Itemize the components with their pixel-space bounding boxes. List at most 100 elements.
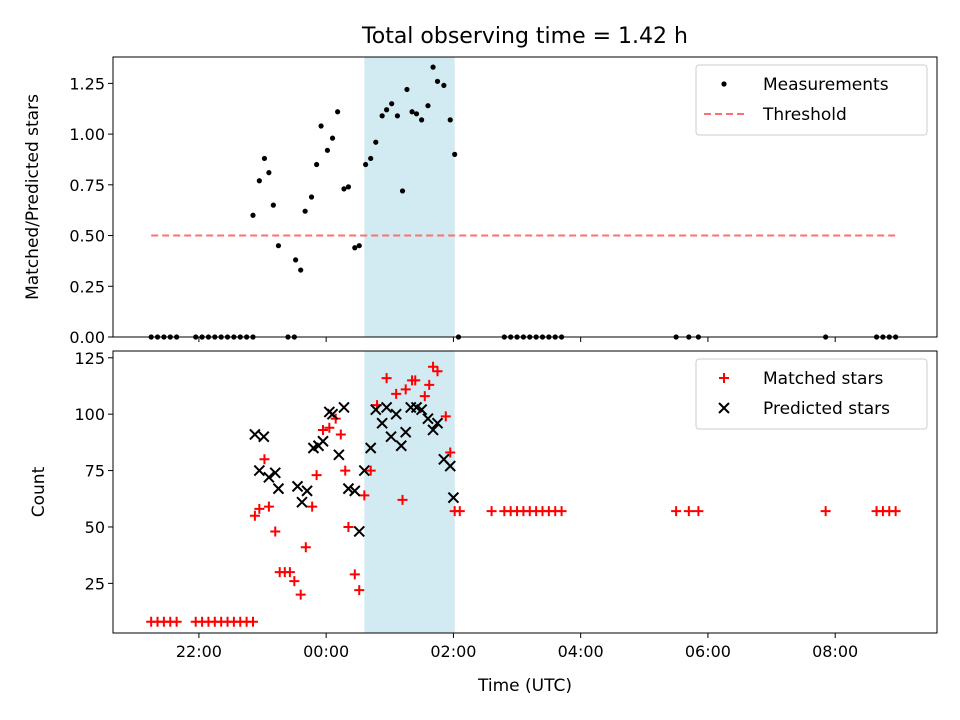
matched-point — [381, 373, 392, 384]
measurement-point — [430, 64, 436, 70]
measurement-point — [419, 117, 425, 123]
matched-point — [254, 503, 265, 514]
y-tick-label: 50 — [85, 518, 105, 537]
predicted-point — [353, 525, 365, 538]
measurement-point — [261, 155, 268, 162]
y-tick-label: 1.25 — [69, 74, 105, 93]
ratio-y-axis: 0.00 0.25 0.50 0.75 1.00 1.25 — [69, 74, 113, 347]
legend-box — [695, 358, 928, 430]
y-tick-label: 0.50 — [69, 227, 105, 246]
measurement-point — [356, 243, 362, 249]
matched-point — [317, 424, 328, 435]
matched-point — [343, 521, 354, 532]
predicted-point — [296, 496, 308, 508]
predicted-point — [364, 442, 377, 454]
measurement-point — [266, 170, 272, 176]
matched-point — [311, 470, 322, 481]
figure-title: Total observing time = 1.42 h — [361, 24, 688, 49]
count-y-axis: 25 50 75 100 125 — [74, 349, 113, 593]
matched-point — [424, 379, 435, 390]
measurement-point — [447, 117, 453, 123]
ratio-plot-area — [148, 64, 899, 340]
measurement-point — [363, 161, 369, 168]
matched-point — [556, 506, 567, 517]
count-legend: Matched stars Predicted stars — [695, 358, 928, 430]
matched-point — [397, 494, 408, 505]
measurement-point — [302, 208, 308, 214]
measurement-point — [352, 245, 358, 251]
x-tick-label: 22:00 — [176, 642, 222, 661]
matched-point — [354, 585, 365, 596]
x-tick-label: 00:00 — [303, 642, 349, 661]
predicted-point — [431, 417, 444, 429]
measurement-point — [341, 186, 347, 192]
matched-point — [270, 526, 281, 537]
measurement-point — [256, 178, 262, 184]
y-tick-label: 125 — [74, 349, 105, 368]
predicted-point — [395, 440, 407, 452]
matched-point — [391, 388, 402, 399]
predicted-point — [385, 431, 397, 443]
matched-point — [890, 506, 901, 517]
matched-point — [284, 567, 295, 578]
legend-x-swatch — [718, 402, 730, 414]
matched-point — [249, 510, 260, 521]
legend-label: Matched stars — [763, 369, 883, 389]
predicted-point — [301, 485, 313, 497]
measurement-point — [324, 147, 331, 153]
matched-point — [247, 616, 258, 627]
measurement-point — [270, 202, 276, 208]
predicted-point — [326, 408, 339, 420]
predicted-point — [269, 467, 281, 479]
matched-point — [171, 616, 182, 627]
measurement-point — [314, 161, 320, 168]
y-tick-label: 25 — [85, 574, 105, 593]
x-tick-label: 06:00 — [685, 642, 731, 661]
matched-point — [440, 411, 451, 422]
y-tick-label: 100 — [74, 405, 105, 424]
predicted-point — [258, 431, 270, 443]
matched-point — [324, 422, 335, 433]
ratio-panel: 0.00 0.25 0.50 0.75 1.00 1.25 Matched/Predict… — [23, 56, 938, 347]
predicted-point — [253, 464, 266, 477]
y-tick-label: 1.00 — [69, 125, 105, 144]
matched-point — [410, 375, 421, 386]
predicted-point — [263, 471, 275, 484]
matched-point — [307, 501, 318, 512]
measurement-point — [434, 78, 441, 84]
measurement-point — [409, 109, 415, 115]
measurement-point — [345, 184, 352, 190]
y-tick-label: 0.00 — [69, 328, 105, 347]
matched-point — [365, 465, 376, 476]
measurement-point — [389, 101, 395, 107]
ratio-legend: Measurements Threshold — [695, 64, 928, 136]
matched-point — [683, 506, 694, 517]
measurement-point — [413, 111, 420, 117]
matched-point — [428, 361, 439, 372]
observing-window-band — [364, 57, 455, 337]
measurement-point — [399, 188, 406, 194]
predicted-point — [370, 403, 382, 416]
matched-point — [693, 506, 704, 517]
predicted-point — [376, 417, 388, 429]
matched-point — [340, 465, 351, 476]
measurement-point — [275, 243, 282, 249]
matched-point — [671, 506, 682, 517]
legend-dot-swatch — [721, 81, 727, 87]
measurement-point — [384, 107, 390, 113]
predicted-point — [422, 412, 434, 425]
matched-point — [359, 490, 370, 501]
matched-point — [445, 447, 456, 458]
time-x-axis-label: Time (UTC) — [477, 676, 572, 696]
y-tick-label: 0.75 — [69, 176, 105, 195]
y-tick-label: 0.25 — [69, 277, 105, 296]
count-y-axis-label: Count — [29, 466, 49, 517]
matched-point — [400, 384, 411, 395]
predicted-point — [338, 401, 350, 414]
matched-point — [486, 506, 497, 517]
ratio-y-axis-label: Matched/Predicted stars — [23, 94, 43, 300]
matched-point — [295, 589, 306, 600]
measurement-point — [368, 155, 374, 162]
measurement-point — [441, 82, 447, 89]
